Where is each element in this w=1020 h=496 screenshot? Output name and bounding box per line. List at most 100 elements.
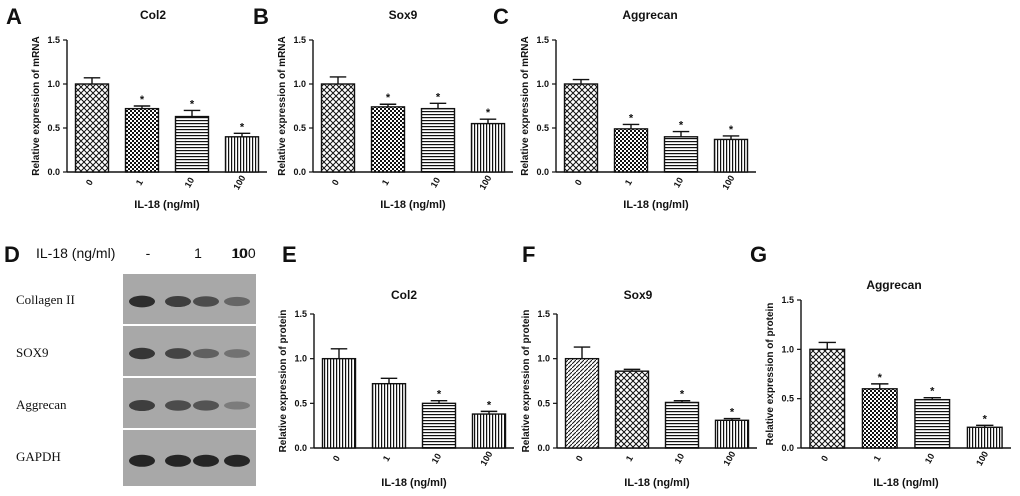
x-tick-label: 0 (84, 178, 95, 187)
bar (564, 357, 600, 449)
bar (124, 107, 160, 173)
blot-strip (123, 326, 256, 376)
y-tick-label: 1.0 (537, 354, 550, 364)
significance-marker: * (730, 407, 735, 419)
bar (713, 138, 749, 173)
x-tick-label: 1 (624, 454, 635, 463)
y-tick-label: 0.0 (47, 167, 60, 177)
bar (370, 106, 406, 173)
blot-strip (123, 430, 256, 486)
blot-band (224, 296, 250, 307)
blot-band (129, 295, 155, 308)
y-tick-label: 1.0 (781, 344, 794, 354)
x-tick-label: 1 (134, 178, 145, 187)
blot-band (193, 348, 219, 359)
y-axis-label: Relative expression of mRNA (520, 36, 531, 176)
bar (809, 348, 846, 449)
bar (421, 402, 457, 449)
bar (613, 128, 649, 173)
y-tick-label: 0.5 (47, 123, 60, 133)
chart-title: Sox9 (389, 8, 418, 22)
bar (320, 83, 356, 173)
y-tick-label: 1.0 (47, 79, 60, 89)
y-tick-label: 0.0 (537, 443, 550, 453)
x-tick-label: 0 (574, 454, 585, 463)
x-tick-label: 1 (380, 178, 391, 187)
x-tick-label: 10 (430, 452, 444, 466)
wb-row-label-0: Collagen II (16, 292, 75, 307)
x-axis-label: IL-18 (ng/ml) (381, 477, 447, 489)
panel-letter-c: C (493, 4, 509, 29)
x-tick-label: 100 (974, 449, 990, 467)
significance-marker: * (190, 98, 195, 110)
western-blot-panel: IL-18 (ng/ml) - 1 10 100 Collagen II SOX… (16, 245, 256, 486)
x-tick-label: 1 (623, 178, 634, 187)
x-tick-label: 1 (381, 454, 392, 463)
wb-row-label-2: Aggrecan (16, 397, 67, 412)
wb-lane-label-1: 1 (194, 245, 202, 261)
x-tick-label: 10 (923, 452, 937, 466)
y-axis-label: Relative expression of mRNA (31, 36, 42, 176)
y-axis-label: Relative expression of mRNA (277, 36, 288, 176)
y-tick-label: 1.5 (537, 309, 550, 319)
y-tick-label: 1.5 (536, 35, 549, 45)
blot-band (129, 454, 155, 467)
chart-title: Aggrecan (622, 8, 677, 22)
panel-letter-e: E (282, 242, 297, 267)
significance-marker: * (140, 94, 145, 106)
bar (224, 136, 260, 173)
blot-strip (123, 378, 256, 428)
bar (664, 401, 700, 449)
y-tick-label: 1.5 (781, 295, 794, 305)
x-axis-label: IL-18 (ng/ml) (623, 199, 689, 211)
x-tick-label: 10 (429, 176, 443, 190)
significance-marker: * (386, 92, 391, 104)
x-axis-label: IL-18 (ng/ml) (624, 477, 690, 489)
y-tick-label: 0.5 (293, 123, 306, 133)
y-tick-label: 1.0 (294, 354, 307, 364)
x-tick-label: 0 (819, 454, 830, 463)
y-tick-label: 0.5 (781, 394, 794, 404)
y-tick-label: 1.0 (293, 79, 306, 89)
y-tick-label: 0.0 (293, 167, 306, 177)
bar (471, 413, 507, 449)
x-axis-label: IL-18 (ng/ml) (873, 477, 939, 489)
significance-marker: * (436, 91, 441, 103)
chart-title: Col2 (140, 8, 166, 22)
blot-band (224, 349, 250, 358)
blot-band (165, 400, 191, 411)
panel-letter-a: A (6, 4, 22, 29)
blot-band (193, 454, 219, 467)
bar (74, 83, 110, 173)
bar (470, 122, 506, 173)
chart-title: Col2 (391, 288, 417, 302)
blot-strip (123, 274, 256, 324)
bar (966, 426, 1003, 449)
significance-marker: * (930, 386, 935, 398)
chart-f: Sox9 0.0 0.5 1.0 1.5 Relative expression of p… (521, 288, 757, 489)
x-tick-label: 100 (478, 449, 494, 467)
y-axis-label: Relative expression of protein (278, 310, 289, 453)
panel-letter-b: B (253, 4, 269, 29)
x-tick-label: 10 (673, 452, 687, 466)
significance-marker: * (629, 112, 634, 124)
significance-marker: * (878, 372, 883, 384)
charts-layer: Col2 0.0 0.5 1.0 1.5 Relative expression of m… (31, 8, 1011, 489)
panel-letter-d: D (4, 242, 20, 267)
x-tick-label: 1 (872, 454, 883, 463)
y-axis-label: Relative expression of protein (521, 310, 532, 453)
blot-band (224, 454, 250, 467)
x-axis-label: IL-18 (ng/ml) (380, 199, 446, 211)
x-tick-label: 100 (231, 173, 247, 191)
y-tick-label: 0.5 (536, 123, 549, 133)
x-tick-label: 0 (573, 178, 584, 187)
x-tick-label: 100 (721, 449, 737, 467)
chart-a: Col2 0.0 0.5 1.0 1.5 Relative expression of m… (31, 8, 267, 211)
bar (861, 388, 898, 449)
y-axis-label: Relative expression of protein (765, 303, 776, 446)
significance-marker: * (983, 413, 988, 425)
blot-band (165, 348, 191, 359)
y-tick-label: 1.5 (47, 35, 60, 45)
bar (614, 370, 650, 449)
chart-b: Sox9 0.0 0.5 1.0 1.5 Relative expression of m… (277, 8, 513, 211)
